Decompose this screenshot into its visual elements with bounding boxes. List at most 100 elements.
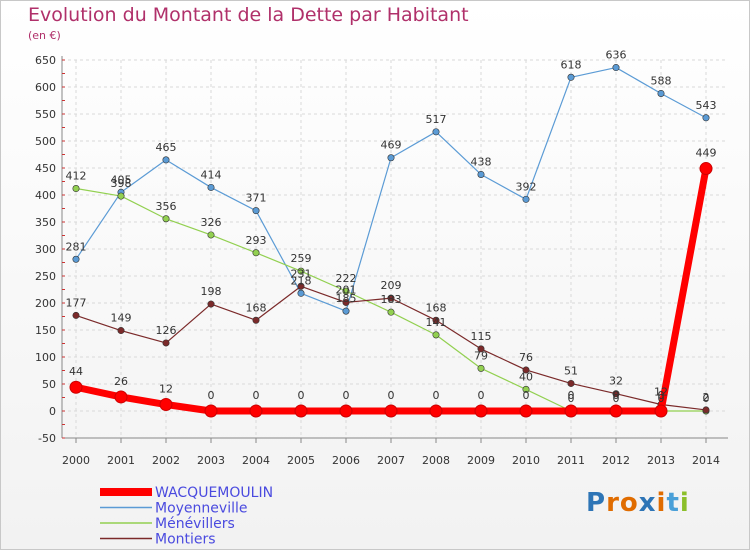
data-label: 231 [291,267,312,280]
legend-label: WACQUEMOULIN [155,485,273,501]
data-point [204,404,218,418]
data-label: 0 [343,389,350,402]
data-point [477,345,485,353]
data-point [72,185,80,193]
x-tick-label: 2009 [467,454,495,467]
data-label: 414 [201,168,222,181]
y-tick-label: 600 [35,81,56,94]
data-label: 517 [426,113,447,126]
data-label: 168 [426,301,447,314]
x-tick-label: 2005 [287,454,315,467]
data-point [567,73,575,81]
data-point [387,154,395,162]
data-label: 543 [696,99,717,112]
data-point [252,316,260,324]
data-label: 326 [201,216,222,229]
data-point [249,404,263,418]
data-point [342,298,350,306]
series-lines [69,64,713,418]
data-point [207,231,215,239]
data-label: 0 [568,389,575,402]
y-tick-label: 300 [35,243,56,256]
chart-title: Evolution du Montant de la Dette par Hab… [28,4,469,26]
data-label: 0 [568,392,575,405]
data-label: 392 [516,180,537,193]
data-point [162,156,170,164]
data-point [522,366,530,374]
data-label: 618 [561,58,582,71]
y-tick-label: 200 [35,297,56,310]
data-point [387,308,395,316]
data-point [162,339,170,347]
legend-label: Montiers [155,532,216,548]
data-label: 141 [426,316,447,329]
data-point [117,327,125,335]
data-label: 356 [156,200,177,213]
data-label: 51 [564,364,578,377]
data-point [342,287,350,295]
data-point [702,406,710,414]
data-point [564,404,578,418]
data-point [702,114,710,122]
data-label: 0 [658,392,665,405]
data-label: 0 [208,389,215,402]
data-label: 465 [156,141,177,154]
data-label: 40 [519,370,533,383]
data-label: 12 [654,386,668,399]
y-tick-label: 0 [49,405,56,418]
y-tick-label: -50 [38,432,56,445]
data-label: 469 [381,139,402,152]
data-point [297,267,305,275]
data-label: 0 [703,392,710,405]
data-point [477,364,485,372]
data-label: 79 [474,349,488,362]
data-point [342,307,350,315]
data-label: 44 [69,365,83,378]
data-label: 398 [111,177,132,190]
axes: 650600550500450400350300250200150100500-… [35,54,728,467]
data-label: 177 [66,296,87,309]
x-tick-label: 2014 [692,454,720,467]
proxiti-logo: Proxiti [586,488,690,518]
y-tick-label: 550 [35,108,56,121]
data-label: 201 [336,283,357,296]
grid [62,59,728,439]
data-point [432,128,440,136]
data-point [699,162,713,176]
data-label: 222 [336,272,357,285]
data-label: 449 [696,147,717,160]
data-label: 115 [471,330,492,343]
legend-label: Ménévillers [155,516,235,532]
data-point [339,404,353,418]
data-point [657,89,665,97]
x-tick-label: 2004 [242,454,270,467]
data-label: 126 [156,324,177,337]
data-label: 209 [381,279,402,292]
x-tick-label: 2006 [332,454,360,467]
data-labels: 281 405 465 414 371 218 185 469 517 438 392 618 636 5… [66,49,717,405]
data-label: 0 [523,389,530,402]
x-tick-label: 2013 [647,454,675,467]
data-point [294,404,308,418]
legend-label: Moyenneville [155,501,247,517]
data-label: 0 [388,389,395,402]
data-label: 218 [291,274,312,287]
y-tick-label: 650 [35,54,56,67]
data-label: 0 [658,389,665,402]
x-tick-label: 2003 [197,454,225,467]
data-point [252,207,260,215]
y-tick-label: 350 [35,216,56,229]
data-point [387,294,395,302]
data-point [609,404,623,418]
data-label: 168 [246,301,267,314]
data-point [474,404,488,418]
data-point [432,316,440,324]
data-label: 0 [298,389,305,402]
data-label: 281 [66,240,87,253]
data-label: 198 [201,285,222,298]
data-point [477,170,485,178]
y-tick-label: 400 [35,189,56,202]
data-point [72,255,80,263]
data-label: 0 [613,392,620,405]
